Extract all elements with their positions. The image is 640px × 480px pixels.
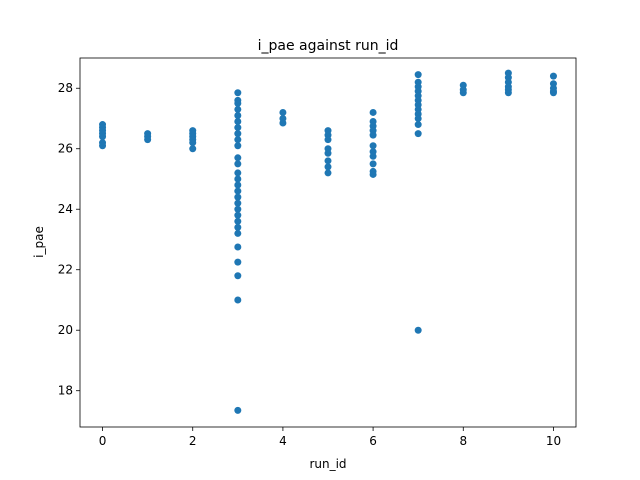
- scatter-point: [234, 130, 242, 138]
- scatter-point: [234, 211, 242, 219]
- scatter-point: [234, 205, 242, 213]
- y-axis-ticks: 18 20 22 24 26 28: [58, 81, 80, 398]
- x-tick-label: 10: [546, 434, 561, 448]
- chart-title: i_pae against run_id: [258, 38, 399, 54]
- scatter-point: [459, 89, 467, 97]
- x-tick-label: 0: [99, 434, 107, 448]
- scatter-point: [234, 154, 242, 162]
- points-layer: [99, 69, 557, 414]
- scatter-point: [414, 71, 422, 79]
- scatter-point: [234, 175, 242, 183]
- scatter-point: [549, 89, 557, 97]
- scatter-point: [369, 131, 377, 139]
- scatter-point: [234, 258, 242, 266]
- scatter-point: [234, 199, 242, 207]
- scatter-point: [234, 99, 242, 107]
- y-axis-label: i_pae: [32, 226, 46, 258]
- scatter-point: [324, 163, 332, 171]
- scatter-point: [324, 157, 332, 165]
- scatter-point: [369, 170, 377, 178]
- scatter-point: [234, 181, 242, 189]
- scatter-point: [234, 217, 242, 225]
- scatter-point: [414, 121, 422, 129]
- x-axis-label: run_id: [309, 457, 346, 471]
- scatter-point: [324, 169, 332, 177]
- scatter-point: [234, 223, 242, 231]
- y-tick-label: 28: [58, 81, 73, 95]
- scatter-point: [369, 152, 377, 160]
- plot-frame: [79, 57, 577, 428]
- scatter-point: [279, 108, 287, 116]
- scatter-point: [234, 89, 242, 97]
- scatter-point: [414, 326, 422, 334]
- scatter-point: [504, 89, 512, 97]
- scatter-point: [234, 406, 242, 414]
- y-tick-label: 22: [58, 263, 73, 277]
- scatter-point: [324, 149, 332, 157]
- scatter-point: [234, 111, 242, 119]
- x-axis-ticks: 0 2 4 6 8 10: [99, 427, 561, 448]
- scatter-point: [414, 130, 422, 138]
- scatter-point: [234, 229, 242, 237]
- scatter-point: [369, 108, 377, 116]
- scatter-point: [234, 169, 242, 177]
- x-tick-label: 6: [369, 434, 377, 448]
- scatter-point: [549, 72, 557, 80]
- x-tick-label: 4: [279, 434, 287, 448]
- scatter-point: [144, 136, 152, 144]
- scatter-point: [234, 193, 242, 201]
- scatter-point: [189, 145, 197, 153]
- x-tick-label: 8: [459, 434, 467, 448]
- scatter-point: [324, 136, 332, 144]
- y-tick-label: 26: [58, 142, 73, 156]
- y-tick-label: 24: [58, 202, 73, 216]
- scatter-point: [234, 296, 242, 304]
- scatter-point: [234, 160, 242, 168]
- scatter-point: [99, 133, 107, 141]
- scatter-point: [369, 160, 377, 168]
- scatter-point: [414, 114, 422, 122]
- scatter-point: [234, 118, 242, 126]
- scatter-point: [189, 139, 197, 147]
- scatter-point: [234, 136, 242, 144]
- scatter-point: [369, 142, 377, 150]
- y-tick-label: 20: [58, 323, 73, 337]
- scatter-point: [279, 119, 287, 127]
- scatter-point: [234, 187, 242, 195]
- x-tick-label: 2: [189, 434, 197, 448]
- scatter-point: [234, 243, 242, 251]
- y-tick-label: 18: [58, 384, 73, 398]
- scatter-point: [234, 124, 242, 132]
- scatter-point: [234, 142, 242, 150]
- scatter-point: [234, 272, 242, 280]
- scatter-point: [234, 105, 242, 113]
- scatter-point: [99, 142, 107, 150]
